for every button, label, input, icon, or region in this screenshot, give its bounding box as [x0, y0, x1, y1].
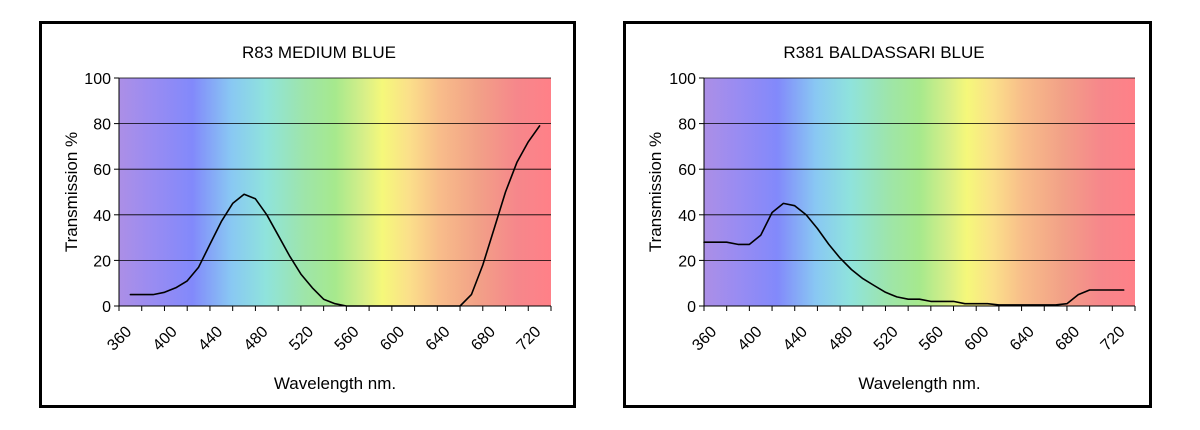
chart-title: R381 BALDASSARI BLUE	[783, 43, 984, 62]
x-tick-label: 360	[104, 323, 135, 354]
x-tick-label: 640	[423, 323, 454, 354]
x-tick-label: 640	[1007, 323, 1038, 354]
y-tick-label: 0	[687, 299, 696, 316]
y-tick-label: 20	[93, 253, 111, 270]
x-tick-label: 680	[468, 323, 499, 354]
y-tick-label: 20	[678, 253, 696, 270]
y-tick-label: 0	[102, 299, 111, 316]
x-tick-label: 400	[735, 323, 766, 354]
x-tick-label: 400	[150, 323, 181, 354]
y-tick-label: 60	[93, 162, 111, 179]
chart-r83-svg: 0 20 40 60 80 100 360 400 440 480 520 560 600 640 680 7…	[62, 43, 552, 393]
x-tick-label: 560	[916, 323, 947, 354]
y-tick-label: 80	[93, 117, 111, 134]
spectrum-background	[119, 78, 551, 306]
x-axis-label: Wavelength nm.	[274, 374, 396, 393]
y-tick-label: 100	[669, 71, 696, 88]
x-tick-label: 600	[962, 323, 993, 354]
x-tick-label: 600	[377, 323, 408, 354]
chart-r381-svg: 0 20 40 60 80 100 360 400 440 480 520 560 600 640 680 7…	[646, 43, 1136, 393]
spectrum-background	[704, 78, 1135, 306]
x-tick-label: 680	[1052, 323, 1083, 354]
y-axis-label: Transmission %	[62, 132, 81, 252]
chart-panel-r83: 0 20 40 60 80 100 360 400 440 480 520 560 600 640 680 7…	[39, 21, 576, 408]
x-tick-label: 440	[195, 323, 226, 354]
y-tick-label: 40	[678, 208, 696, 225]
x-axis-label: Wavelength nm.	[858, 374, 980, 393]
x-tick-label: 560	[332, 323, 363, 354]
chart-title: R83 MEDIUM BLUE	[242, 43, 396, 62]
chart-panel-r381: 0 20 40 60 80 100 360 400 440 480 520 560 600 640 680 7…	[623, 21, 1152, 408]
x-tick-label: 520	[286, 323, 317, 354]
x-tick-label: 480	[241, 323, 272, 354]
x-tick-label: 520	[871, 323, 902, 354]
x-tick-label: 480	[825, 323, 856, 354]
x-tick-label: 360	[689, 323, 720, 354]
y-tick-label: 40	[93, 208, 111, 225]
transmission-line	[703, 202, 1125, 306]
y-tick-label: 100	[84, 71, 111, 88]
y-axis-label: Transmission %	[646, 132, 665, 252]
x-tick-label: 720	[1098, 323, 1129, 354]
transmission-line	[129, 125, 541, 307]
y-tick-label: 60	[678, 162, 696, 179]
x-tick-label: 720	[514, 323, 545, 354]
x-tick-label: 440	[780, 323, 811, 354]
y-tick-label: 80	[678, 117, 696, 134]
